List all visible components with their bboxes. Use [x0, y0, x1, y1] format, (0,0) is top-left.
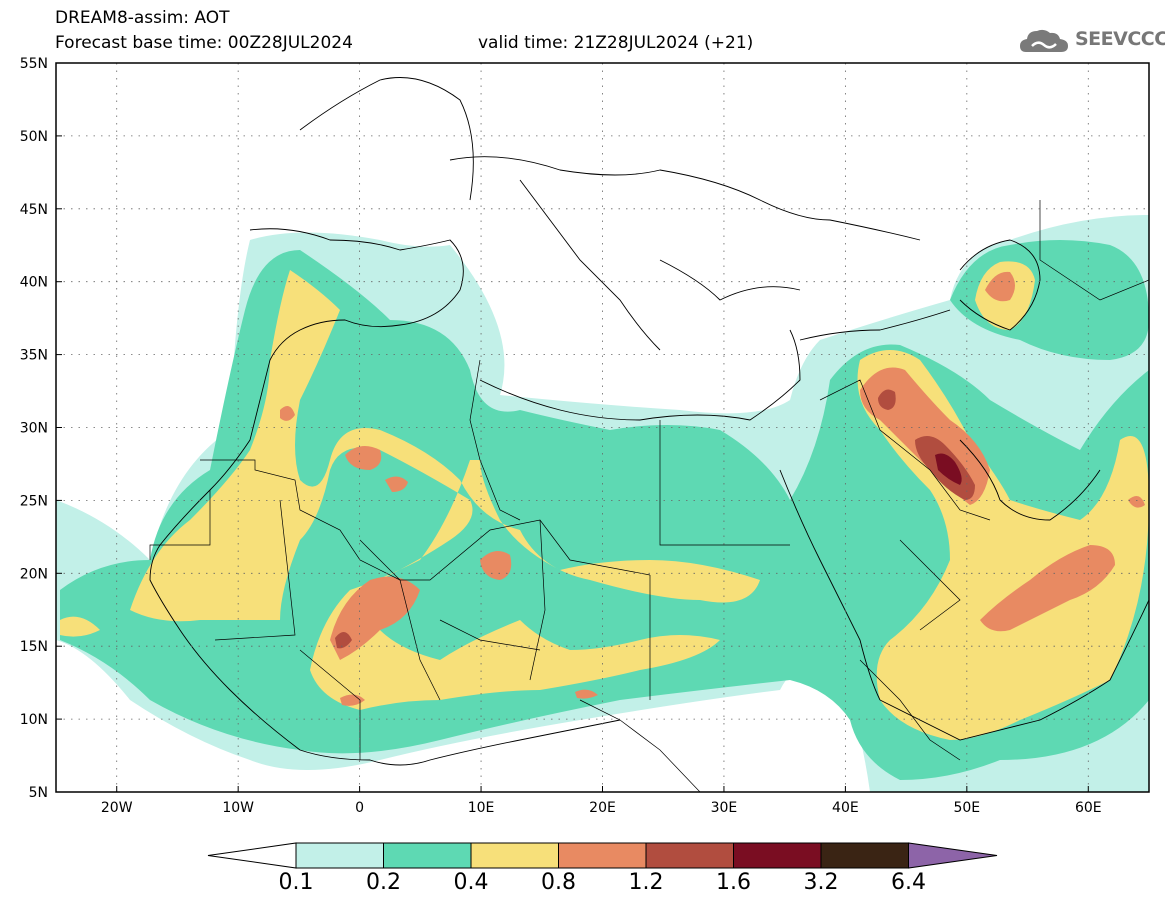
lat-tick-label: 50N — [20, 129, 48, 145]
lat-tick-label: 45N — [20, 202, 48, 218]
lon-tick-label: 10E — [468, 800, 495, 816]
lat-tick-label: 40N — [20, 275, 48, 291]
cloud-icon — [1020, 29, 1068, 52]
colorbar-segment — [558, 842, 647, 869]
lat-tick-label: 35N — [20, 348, 48, 364]
country-borders — [149, 200, 1149, 792]
aot-field — [56, 215, 1149, 792]
lon-tick-label: 0 — [355, 800, 364, 816]
colorbar-segment — [383, 842, 472, 869]
colorbar-label: 0.2 — [366, 870, 401, 895]
colorbar-label: 0.8 — [541, 870, 576, 895]
colorbar-segment — [470, 842, 559, 869]
lon-tick-label: 60E — [1075, 800, 1102, 816]
logo-text: SEEVCCC — [1075, 28, 1165, 50]
lon-tick-label: 50E — [953, 800, 980, 816]
colorbar-label: 6.4 — [891, 870, 926, 895]
colorbar-segment — [820, 842, 909, 869]
lat-tick-label: 30N — [20, 421, 48, 437]
lon-tick-label: 30E — [711, 800, 738, 816]
colorbar-label: 1.2 — [628, 870, 664, 895]
lat-tick-labels: 55N 50N 45N 40N 35N 30N 25N 20N 15N 10N 5N — [20, 56, 62, 801]
colorbar-label: 3.2 — [803, 870, 839, 895]
lon-tick-label: 10W — [222, 800, 254, 816]
valid-time: valid time: 21Z28JUL2024 (+21) — [478, 33, 754, 53]
colorbar — [207, 842, 998, 869]
lat-tick-label: 55N — [20, 56, 48, 72]
colorbar-under-triangle — [207, 842, 297, 869]
colorbar-over-triangle — [908, 842, 998, 869]
lat-tick-label: 5N — [29, 785, 48, 801]
aot-level-1.6 — [935, 453, 962, 485]
lon-tick-label: 20E — [589, 800, 616, 816]
map-gridlines — [56, 63, 1149, 792]
lon-tick-labels: 20W 10W 0 10E 20E 30E 40E 50E 60E — [101, 786, 1102, 816]
lon-tick-label: 40E — [832, 800, 859, 816]
lat-tick-label: 15N — [20, 639, 48, 655]
forecast-base-time: Forecast base time: 00Z28JUL2024 — [55, 33, 353, 53]
coastlines — [149, 77, 1149, 766]
map-title: DREAM8-assim: AOT — [55, 8, 230, 28]
lat-tick-label: 10N — [20, 712, 48, 728]
colorbar-label: 0.4 — [453, 870, 489, 895]
lon-tick-label: 20W — [101, 800, 133, 816]
colorbar-segment — [733, 842, 822, 869]
colorbar-label: 1.6 — [716, 870, 751, 895]
colorbar-label: 0.1 — [278, 870, 314, 895]
lat-tick-label: 20N — [20, 566, 48, 582]
colorbar-segment — [295, 842, 384, 869]
lat-tick-label: 25N — [20, 493, 48, 509]
colorbar-segment — [645, 842, 734, 869]
